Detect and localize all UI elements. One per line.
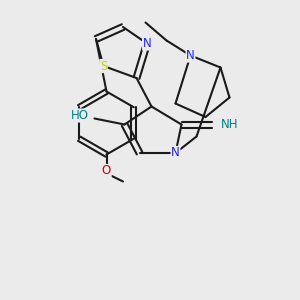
Text: NH: NH: [220, 118, 238, 131]
Text: N: N: [171, 146, 180, 160]
Text: S: S: [100, 59, 107, 73]
Text: O: O: [102, 164, 111, 178]
Text: N: N: [142, 37, 152, 50]
Text: HO: HO: [70, 109, 88, 122]
Text: N: N: [186, 49, 195, 62]
